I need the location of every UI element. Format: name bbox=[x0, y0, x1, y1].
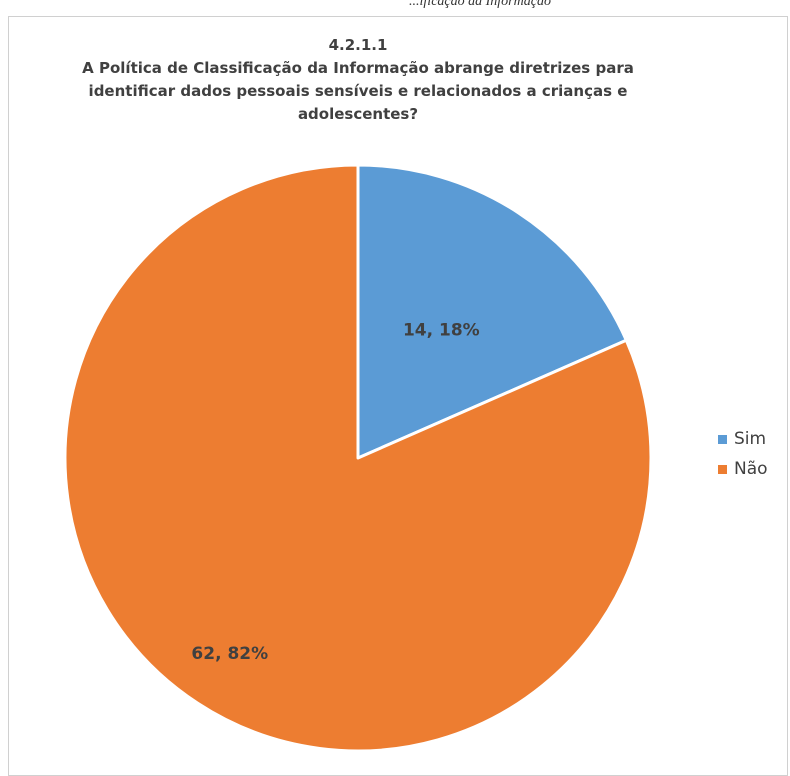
chart-title-line-4: adolescentes? bbox=[297, 105, 419, 123]
chart-title: 4.2.1.1 A Política de Classificação da I… bbox=[18, 34, 698, 126]
chart-title-line-3: identificar dados pessoais sensíveis e r… bbox=[88, 82, 628, 100]
page-header-text: ...ificação da Informação bbox=[409, 0, 551, 9]
legend-swatch-sim bbox=[718, 434, 727, 444]
data-label-sim: 14, 18% bbox=[403, 320, 480, 340]
legend-label-nao: Não bbox=[734, 459, 768, 479]
data-label-nao: 62, 82% bbox=[191, 644, 268, 664]
legend-swatch-nao bbox=[718, 464, 727, 474]
chart-title-line-1: 4.2.1.1 bbox=[328, 36, 388, 54]
legend-item-sim: Sim bbox=[718, 424, 768, 454]
pie-slice-sim bbox=[356, 163, 628, 460]
pie-slice-nao bbox=[63, 163, 653, 753]
chart-title-line-2: A Política de Classificação da Informaçã… bbox=[82, 59, 634, 77]
legend: Sim Não bbox=[718, 424, 768, 484]
legend-item-nao: Não bbox=[718, 454, 768, 484]
legend-label-sim: Sim bbox=[734, 429, 767, 449]
